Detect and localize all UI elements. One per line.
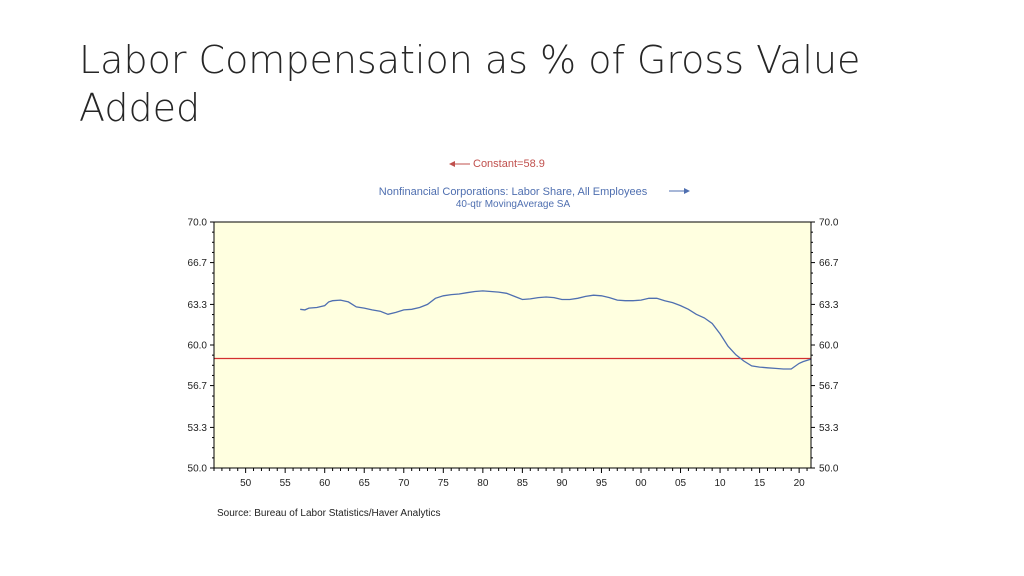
y-tick-label-right: 56.7 bbox=[819, 381, 839, 392]
y-tick-label-left: 50.0 bbox=[188, 464, 208, 475]
source-note: Source: Bureau of Labor Statistics/Haver… bbox=[217, 508, 440, 519]
x-tick-label: 50 bbox=[240, 478, 252, 489]
x-tick-label: 90 bbox=[556, 478, 568, 489]
y-tick-label-right: 66.7 bbox=[819, 258, 839, 269]
legend-sublabel: 40-qtr MovingAverage SA bbox=[456, 199, 571, 210]
x-tick-label: 05 bbox=[675, 478, 687, 489]
legend-label-labor-share: Nonfinancial Corporations: Labor Share, … bbox=[379, 186, 648, 198]
legend-arrowhead-labor-share bbox=[684, 188, 690, 194]
axes: 70.0 70.0 66.7 66.7 63.3 63.3 60.0 60.0 56.7 56.7… bbox=[188, 218, 839, 490]
y-tick-label-left: 63.3 bbox=[188, 300, 208, 311]
legend-arrowhead-constant bbox=[449, 161, 455, 167]
y-tick-label-left: 60.0 bbox=[188, 341, 208, 352]
y-tick-label-right: 53.3 bbox=[819, 423, 839, 434]
y-tick-label-right: 60.0 bbox=[819, 341, 839, 352]
legend: Constant=58.9 Nonfinancial Corporations: … bbox=[379, 158, 690, 210]
legend-label-constant: Constant=58.9 bbox=[473, 158, 545, 170]
x-tick-label: 70 bbox=[398, 478, 410, 489]
x-tick-label: 15 bbox=[754, 478, 766, 489]
x-tick-label: 65 bbox=[359, 478, 371, 489]
y-tick-label-right: 70.0 bbox=[819, 218, 839, 229]
plot-area bbox=[214, 222, 811, 468]
x-tick-label: 00 bbox=[635, 478, 647, 489]
y-tick-label-left: 56.7 bbox=[188, 381, 208, 392]
y-tick-label-right: 50.0 bbox=[819, 464, 839, 475]
y-tick-label-left: 53.3 bbox=[188, 423, 208, 434]
y-tick-label-left: 66.7 bbox=[188, 258, 208, 269]
x-tick-label: 60 bbox=[319, 478, 331, 489]
x-tick-label: 75 bbox=[438, 478, 450, 489]
x-tick-label: 20 bbox=[794, 478, 806, 489]
x-tick-label: 55 bbox=[280, 478, 292, 489]
series-line-labor-share bbox=[300, 290, 812, 370]
series-layer bbox=[214, 290, 812, 370]
x-tick-label: 95 bbox=[596, 478, 608, 489]
x-tick-label: 85 bbox=[517, 478, 529, 489]
y-tick-label-left: 70.0 bbox=[188, 218, 208, 229]
x-tick-label: 10 bbox=[715, 478, 727, 489]
y-tick-label-right: 63.3 bbox=[819, 300, 839, 311]
page-title: Labor Compensation as % of Gross Value A… bbox=[79, 38, 861, 130]
x-tick-label: 80 bbox=[477, 478, 489, 489]
